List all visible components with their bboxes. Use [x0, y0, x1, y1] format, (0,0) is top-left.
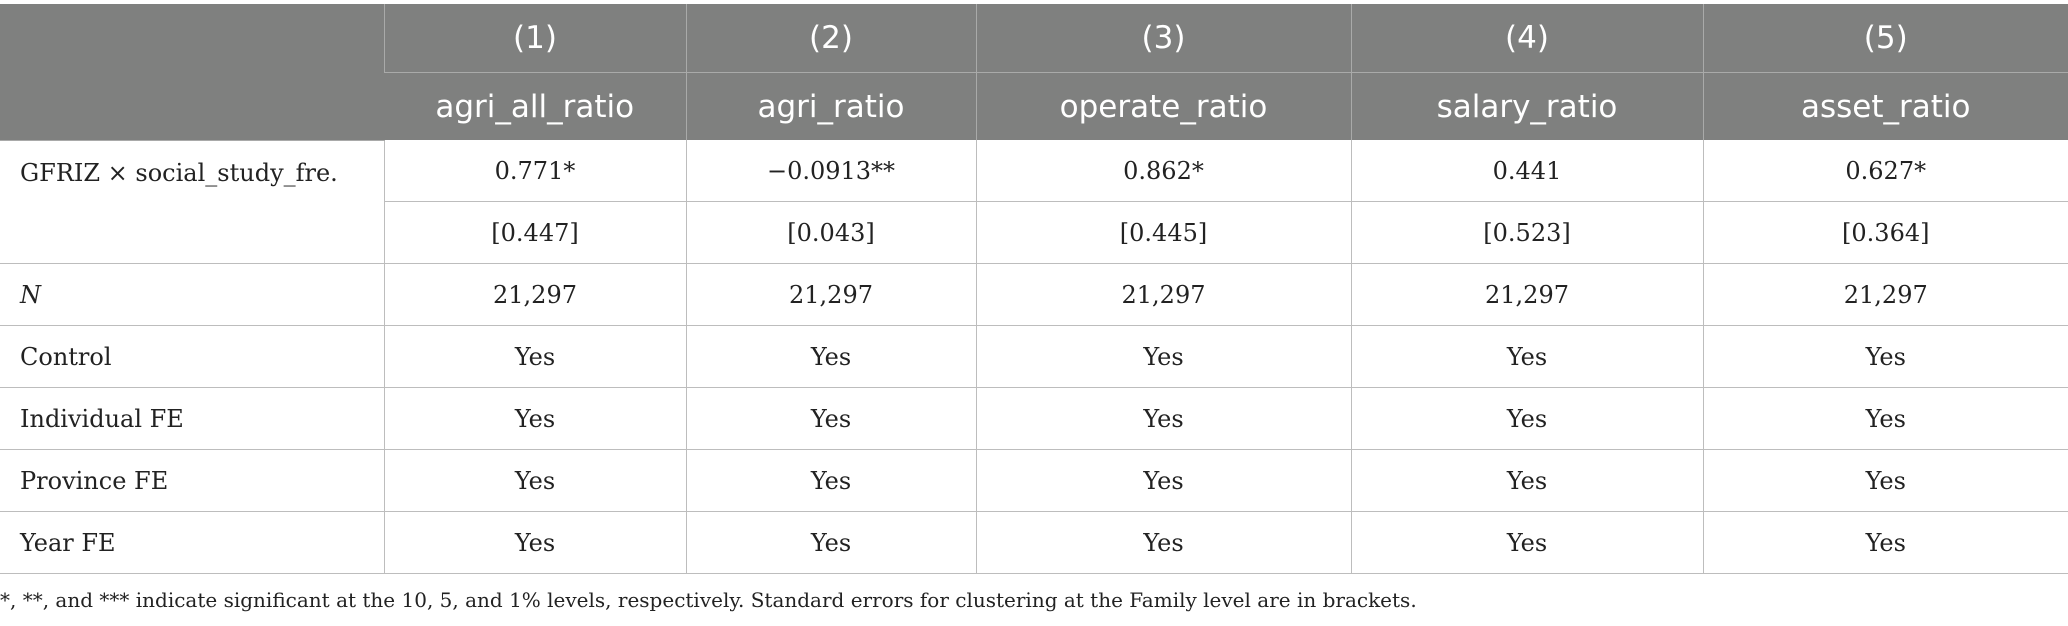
table-row-province-fe: Province FE Yes Yes Yes Yes Yes — [0, 449, 2068, 512]
table-footnote: *, **, and *** indicate significant at t… — [0, 588, 1417, 612]
row-label: GFRIZ × social_study_fre. — [0, 140, 384, 264]
table-cell: Yes — [383, 387, 686, 450]
table-cell: Yes — [1702, 387, 2068, 450]
column-variable: salary_ratio — [1350, 72, 1703, 140]
column-number: (1) — [383, 4, 686, 73]
standard-error-cell: [0.523] — [1350, 201, 1703, 264]
column-number: (4) — [1350, 4, 1703, 73]
table-row-year-fe: Year FE Yes Yes Yes Yes Yes — [0, 511, 2068, 574]
table-cell: Yes — [685, 449, 976, 512]
regression-table-container: (1) (2) (3) (4) (5) agri_all_ratio agri_… — [0, 4, 2068, 574]
coefficient-cell: 0.441 — [1350, 140, 1703, 202]
table-row-standard-error: [0.447] [0.043] [0.445] [0.523] [0.364] — [0, 201, 2068, 264]
table-cell: Yes — [975, 387, 1351, 450]
n-label: N — [20, 280, 41, 309]
standard-error-cell: [0.445] — [975, 201, 1351, 264]
coefficient-cell: 0.627* — [1702, 140, 2068, 202]
table-cell: 21,297 — [1350, 263, 1703, 326]
table-row-individual-fe: Individual FE Yes Yes Yes Yes Yes — [0, 387, 2068, 450]
header-row-variables: agri_all_ratio agri_ratio operate_ratio … — [0, 72, 2068, 140]
table-cell: 21,297 — [1702, 263, 2068, 326]
table-cell: Yes — [1350, 449, 1703, 512]
column-number: (2) — [685, 4, 976, 73]
row-label: Individual FE — [0, 387, 384, 450]
regression-table: (1) (2) (3) (4) (5) agri_all_ratio agri_… — [0, 4, 2068, 574]
column-variable: operate_ratio — [975, 72, 1351, 140]
header-row-numbers: (1) (2) (3) (4) (5) — [0, 4, 2068, 141]
table-cell: Yes — [975, 511, 1351, 574]
column-number: (3) — [975, 4, 1351, 73]
table-row-control: Control Yes Yes Yes Yes Yes — [0, 325, 2068, 388]
table-cell: 21,297 — [685, 263, 976, 326]
column-variable: agri_ratio — [685, 72, 976, 140]
table-cell: Yes — [1702, 511, 2068, 574]
table-cell: Yes — [1350, 511, 1703, 574]
table-cell: Yes — [975, 325, 1351, 388]
row-label: N — [0, 263, 384, 326]
column-number: (5) — [1702, 4, 2068, 73]
row-label: Year FE — [0, 511, 384, 574]
standard-error-cell: [0.043] — [685, 201, 976, 264]
table-cell: Yes — [685, 511, 976, 574]
table-cell: Yes — [383, 325, 686, 388]
column-variable: asset_ratio — [1702, 72, 2068, 140]
coefficient-cell: 0.862* — [975, 140, 1351, 202]
table-header: (1) (2) (3) (4) (5) agri_all_ratio agri_… — [0, 4, 2068, 141]
table-row-coefficient: GFRIZ × social_study_fre. 0.771* −0.0913… — [0, 140, 2068, 264]
table-cell: 21,297 — [383, 263, 686, 326]
table-cell: Yes — [685, 325, 976, 388]
table-row-n: N 21,297 21,297 21,297 21,297 21,297 — [0, 263, 2068, 326]
table-cell: Yes — [1702, 325, 2068, 388]
table-cell: Yes — [383, 449, 686, 512]
table-cell: 21,297 — [975, 263, 1351, 326]
table-cell: Yes — [1702, 449, 2068, 512]
table-body: GFRIZ × social_study_fre. 0.771* −0.0913… — [0, 140, 2068, 574]
table-cell: Yes — [685, 387, 976, 450]
header-corner-cell — [0, 4, 384, 141]
table-cell: Yes — [1350, 325, 1703, 388]
standard-error-cell: [0.364] — [1702, 201, 2068, 264]
standard-error-cell: [0.447] — [383, 201, 686, 264]
row-label: Control — [0, 325, 384, 388]
column-variable: agri_all_ratio — [384, 72, 686, 140]
coefficient-cell: −0.0913** — [685, 140, 976, 202]
table-cell: Yes — [1350, 387, 1703, 450]
coefficient-cell: 0.771* — [383, 140, 686, 202]
row-label: Province FE — [0, 449, 384, 512]
table-cell: Yes — [975, 449, 1351, 512]
table-cell: Yes — [383, 511, 686, 574]
